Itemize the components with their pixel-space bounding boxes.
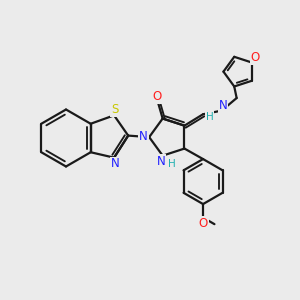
Text: N: N bbox=[219, 99, 227, 112]
Text: S: S bbox=[111, 103, 118, 116]
Text: H: H bbox=[206, 112, 214, 122]
Text: N: N bbox=[111, 158, 120, 170]
Text: H: H bbox=[168, 159, 176, 169]
Text: N: N bbox=[139, 130, 148, 143]
Text: O: O bbox=[251, 52, 260, 64]
Text: N: N bbox=[157, 155, 166, 168]
Text: O: O bbox=[198, 217, 208, 230]
Text: O: O bbox=[152, 91, 161, 103]
